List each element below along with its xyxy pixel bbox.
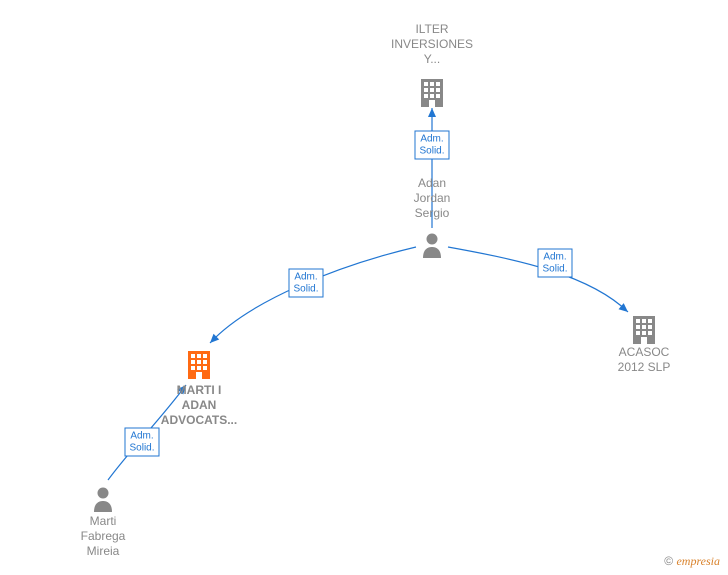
node-label-wrap-acasoc: ACASOC 2012 SLP (618, 345, 671, 375)
copyright-symbol: © (664, 554, 673, 568)
node-label-wrap-marti_fabrega: Marti Fabrega Mireia (81, 514, 126, 559)
node-label-ilter: ILTER INVERSIONES Y... (391, 22, 473, 67)
node-icon-wrap-marti_fabrega[interactable] (92, 484, 114, 514)
edge-label-0: Adm. Solid. (414, 131, 449, 160)
brand-name: empresia (676, 554, 720, 568)
company-icon (630, 314, 658, 344)
arrowhead-icon (207, 334, 219, 346)
node-icon-wrap-adan[interactable] (421, 230, 443, 260)
arrowhead-icon (619, 303, 631, 315)
node-label-acasoc: ACASOC 2012 SLP (618, 345, 671, 375)
node-icon-wrap-acasoc[interactable] (630, 312, 658, 346)
edge-label-2: Adm. Solid. (288, 269, 323, 298)
edge-label-3: Adm. Solid. (124, 428, 159, 457)
arrowhead-icon (428, 108, 436, 117)
person-icon (421, 232, 443, 258)
node-label-wrap-adan: Adan Jordan Sergio (414, 176, 451, 221)
node-label-marti_adan: MARTI I ADAN ADVOCATS... (161, 383, 237, 428)
node-label-wrap-marti_adan: MARTI I ADAN ADVOCATS... (161, 383, 237, 428)
node-icon-wrap-marti_adan[interactable] (185, 347, 213, 381)
person-icon (92, 486, 114, 512)
node-label-adan: Adan Jordan Sergio (414, 176, 451, 221)
node-icon-wrap-ilter[interactable] (418, 75, 446, 109)
diagram-canvas: ILTER INVERSIONES Y... Adan Jordan Sergi… (0, 0, 728, 575)
footer-attribution: © empresia (664, 554, 720, 569)
company-icon (185, 349, 213, 379)
company-icon (418, 77, 446, 107)
edge-label-1: Adm. Solid. (537, 249, 572, 278)
node-label-marti_fabrega: Marti Fabrega Mireia (81, 514, 126, 559)
node-label-wrap-ilter: ILTER INVERSIONES Y... (391, 22, 473, 67)
